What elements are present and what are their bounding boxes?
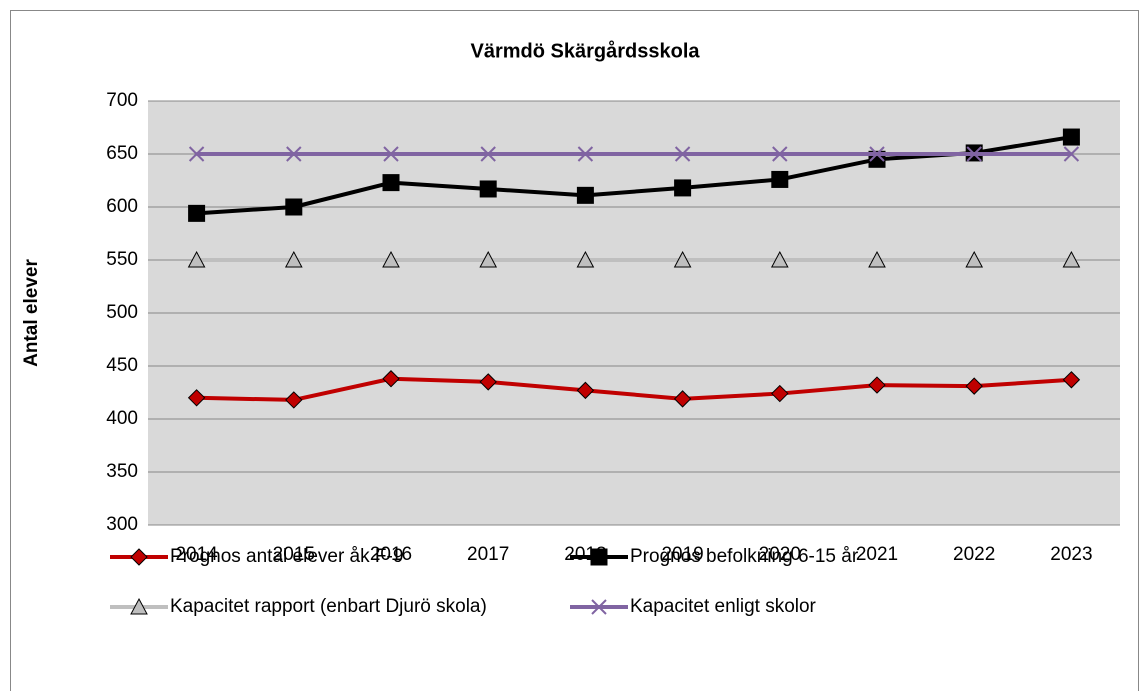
- marker: [868, 376, 886, 394]
- x-tick-label: 2019: [661, 544, 703, 565]
- x-tick-label: 2015: [273, 544, 315, 565]
- marker: [966, 146, 982, 162]
- marker: [1062, 371, 1081, 389]
- marker: [576, 186, 594, 204]
- y-tick-label: 600: [106, 196, 138, 217]
- x-tick-label: 2022: [953, 544, 995, 565]
- series-line: [196, 135, 1072, 216]
- legend-label: Prognos antal elever åk F-9: [170, 546, 403, 567]
- marker: [576, 250, 595, 268]
- marker: [285, 198, 303, 216]
- x-tick-label: 2014: [175, 544, 218, 565]
- marker: [130, 597, 148, 615]
- marker: [771, 170, 789, 188]
- marker: [479, 250, 498, 268]
- marker: [479, 180, 497, 198]
- marker: [591, 599, 607, 615]
- marker: [382, 174, 400, 192]
- marker: [869, 146, 885, 162]
- legend-label: Kapacitet enligt skolor: [630, 596, 817, 617]
- marker: [772, 146, 788, 162]
- marker: [673, 250, 692, 268]
- marker: [1063, 146, 1080, 162]
- y-tick-label: 450: [106, 355, 138, 376]
- marker: [286, 146, 302, 162]
- marker: [188, 146, 205, 162]
- marker: [770, 250, 789, 268]
- x-tick-label: 2023: [1050, 544, 1092, 565]
- y-tick-label: 300: [106, 514, 138, 535]
- marker: [965, 250, 984, 268]
- legend-label: Prognos befolkning 6-15 år: [630, 546, 859, 567]
- series-line: [196, 376, 1072, 402]
- marker: [1062, 128, 1080, 146]
- marker: [285, 391, 303, 409]
- marker: [771, 384, 789, 403]
- chart-title: Värmdö Skärgårdsskola: [471, 39, 701, 62]
- marker: [382, 370, 400, 388]
- marker: [868, 250, 886, 268]
- y-tick-label: 400: [106, 408, 138, 429]
- marker: [383, 146, 399, 162]
- marker: [577, 146, 594, 162]
- x-tick-label: 2016: [370, 544, 412, 565]
- y-tick-label: 350: [106, 461, 138, 482]
- y-axis-label: Antal elever: [21, 259, 42, 367]
- marker: [188, 204, 206, 222]
- x-tick-label: 2021: [856, 544, 898, 565]
- marker: [382, 250, 400, 268]
- marker: [1062, 250, 1081, 268]
- y-tick-label: 550: [106, 249, 138, 270]
- y-tick-label: 650: [106, 143, 138, 164]
- marker: [673, 390, 692, 408]
- marker: [576, 381, 595, 400]
- marker: [674, 179, 692, 197]
- x-tick-label: 2020: [759, 544, 801, 565]
- legend-label: Kapacitet rapport (enbart Djurö skola): [170, 596, 487, 617]
- marker: [480, 146, 496, 162]
- marker: [284, 250, 303, 268]
- marker: [130, 548, 148, 566]
- marker: [674, 146, 691, 162]
- marker: [965, 377, 983, 395]
- y-tick-label: 700: [106, 90, 138, 111]
- x-tick-label: 2017: [467, 544, 509, 565]
- y-tick-label: 500: [106, 302, 138, 323]
- marker: [590, 548, 608, 566]
- marker: [187, 389, 206, 407]
- marker: [479, 373, 497, 391]
- marker: [187, 250, 206, 268]
